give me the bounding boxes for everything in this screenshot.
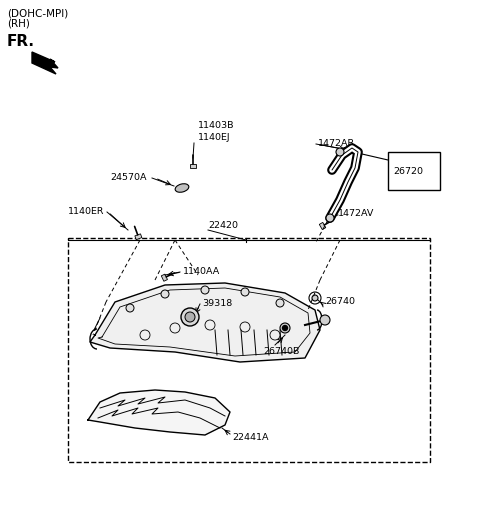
Text: 22420: 22420: [208, 222, 238, 230]
Circle shape: [241, 288, 249, 296]
Circle shape: [312, 295, 318, 301]
Bar: [388, 152, 440, 190]
Text: (DOHC-MPI): (DOHC-MPI): [7, 8, 68, 18]
Text: 39318: 39318: [202, 300, 232, 308]
Text: 22441A: 22441A: [232, 432, 268, 442]
Circle shape: [201, 286, 209, 294]
Text: 24570A: 24570A: [110, 174, 146, 182]
Circle shape: [276, 299, 284, 307]
Polygon shape: [161, 274, 168, 281]
Polygon shape: [319, 223, 326, 230]
Circle shape: [181, 308, 199, 326]
Text: FR.: FR.: [7, 34, 35, 49]
Bar: [68, 238, 430, 462]
Polygon shape: [88, 390, 230, 435]
Text: 1140EJ: 1140EJ: [198, 133, 230, 141]
Circle shape: [280, 323, 290, 333]
Text: 1140AA: 1140AA: [183, 267, 220, 277]
Circle shape: [126, 304, 134, 312]
Text: 11403B: 11403B: [198, 121, 235, 131]
Text: 1140ER: 1140ER: [68, 208, 105, 216]
Text: 1472AB: 1472AB: [318, 139, 355, 149]
Polygon shape: [135, 234, 142, 240]
Ellipse shape: [175, 183, 189, 192]
Circle shape: [185, 312, 195, 322]
Text: (RH): (RH): [7, 19, 30, 29]
Circle shape: [161, 290, 169, 298]
Text: 26720: 26720: [393, 167, 423, 175]
Circle shape: [283, 325, 288, 331]
Text: 26740B: 26740B: [263, 347, 300, 357]
Circle shape: [326, 214, 334, 222]
Circle shape: [320, 315, 330, 325]
Text: 1472AV: 1472AV: [338, 209, 374, 217]
Polygon shape: [32, 52, 58, 74]
Polygon shape: [190, 164, 196, 168]
Polygon shape: [90, 283, 320, 362]
Circle shape: [336, 148, 344, 156]
Text: 26740: 26740: [325, 298, 355, 306]
